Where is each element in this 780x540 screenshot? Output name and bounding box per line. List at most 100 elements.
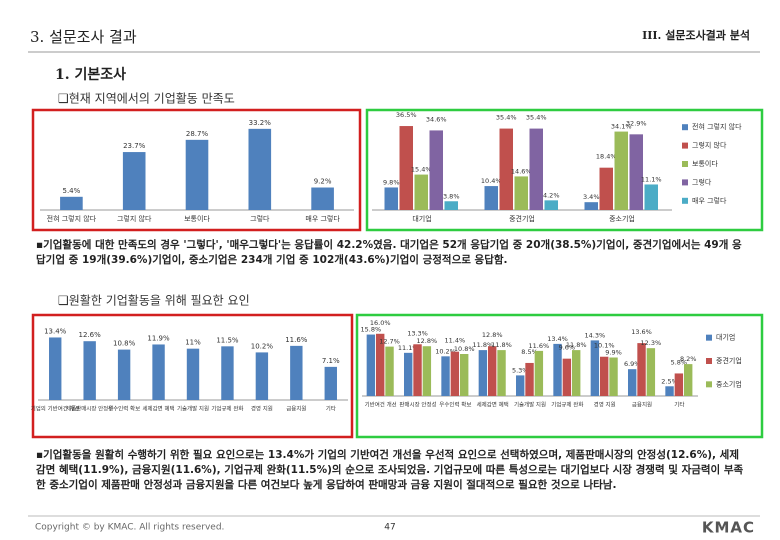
bar (413, 344, 422, 396)
value-label: 11.4% (445, 337, 466, 345)
category-label: 제품판매시장 안정성 (66, 405, 113, 413)
value-label: 12.7% (379, 338, 400, 346)
logo: KMAC (702, 519, 755, 537)
value-label: 14.6% (511, 167, 532, 175)
category-label: 세제감면 혜택 (143, 405, 175, 413)
value-label: 8.5% (521, 348, 538, 356)
value-label: 10.8% (454, 345, 475, 353)
value-label: 28.7% (186, 130, 209, 138)
value-label: 11.6% (529, 342, 550, 350)
page-number: 47 (384, 523, 395, 533)
value-label: 9.9% (605, 349, 622, 357)
bar (553, 343, 562, 396)
value-label: 10.8% (113, 340, 136, 348)
bar (497, 350, 506, 396)
bar (572, 350, 581, 396)
legend-swatch (706, 358, 712, 364)
bar (590, 340, 600, 396)
category-label: 중소기업 (609, 214, 635, 223)
value-label: 13.4% (44, 327, 67, 335)
category-label: 그렇다 (250, 214, 270, 223)
category-label: 기업규제 완화 (551, 401, 583, 409)
bar (414, 174, 428, 210)
legend-label: 대기업 (716, 333, 735, 342)
bar (422, 346, 432, 396)
bar (444, 201, 458, 210)
bar (525, 362, 534, 396)
category-label: 보통이다 (184, 214, 210, 223)
value-label: 14.3% (585, 331, 606, 339)
bar (221, 346, 234, 400)
category-label: 매우 그렇다 (305, 214, 340, 223)
bar (516, 375, 525, 396)
value-label: 3.4% (583, 193, 600, 201)
category-label: 대기업 (412, 214, 431, 223)
chart-frame (355, 313, 764, 439)
bar (186, 348, 200, 400)
value-label: 10.2% (435, 347, 456, 355)
bar (644, 184, 658, 210)
value-label: 36.5% (396, 111, 417, 119)
bar (544, 200, 558, 210)
bar (514, 176, 528, 210)
legend-swatch (706, 334, 712, 341)
bar (185, 139, 209, 210)
category-label: 금융지원 (632, 401, 652, 409)
bar (399, 126, 413, 210)
category-label: 기술개발 지원 (514, 401, 546, 409)
value-label: 9.2% (314, 178, 332, 186)
legend-swatch (682, 142, 688, 149)
legend-swatch (682, 161, 688, 167)
bar (324, 366, 337, 400)
value-label: 12.6% (79, 331, 102, 339)
category-label: 세제감면 혜택 (477, 401, 509, 409)
category-label: 기업의 기반여건 개선 (31, 405, 80, 413)
value-label: 11.1% (398, 344, 419, 352)
value-label: 13.6% (631, 328, 652, 336)
bar (529, 128, 543, 210)
bar (484, 186, 498, 210)
value-label: 10.4% (481, 177, 502, 185)
bar (628, 369, 637, 396)
bar (499, 128, 513, 210)
bar (255, 352, 269, 400)
chart-frame (31, 313, 354, 439)
value-label: 12.3% (641, 339, 662, 347)
category-label: 경영 지원 (251, 405, 273, 413)
bar (384, 187, 398, 210)
value-label: 12.8% (417, 337, 438, 345)
chart-frame (31, 108, 362, 232)
value-label: 5.4% (63, 187, 81, 195)
bar (404, 352, 413, 396)
bar (83, 341, 96, 400)
legend-label: 그렇다 (692, 177, 712, 186)
bar (600, 356, 609, 396)
value-label: 9.6% (559, 344, 576, 352)
bar (646, 348, 656, 396)
legend-label: 그렇지 않다 (692, 141, 727, 150)
value-label: 10.1% (594, 342, 615, 350)
bar (584, 202, 598, 210)
category-label: 기술개발 지원 (177, 405, 209, 413)
value-label: 15.8% (361, 326, 382, 334)
category-label: 우수인력 확보 (439, 401, 471, 409)
bar (674, 373, 684, 396)
legend-swatch (682, 197, 688, 204)
legend-label: 매우 그렇다 (692, 196, 727, 205)
question-2: ❑원활한 기업활동을 위해 필요한 요인 (58, 294, 250, 308)
value-label: 32.9% (626, 119, 647, 127)
bar (152, 344, 165, 400)
bar (637, 343, 646, 396)
legend-label: 중소기업 (716, 379, 742, 388)
value-label: 18.4% (596, 153, 617, 161)
copyright: Copyright © by KMAC. All rights reserved… (35, 523, 224, 533)
value-label: 16.0% (370, 319, 391, 327)
bar (366, 334, 376, 396)
bar (441, 356, 450, 396)
value-label: 35.4% (526, 114, 547, 122)
value-label: 4.2% (543, 191, 560, 199)
value-label: 13.4% (547, 335, 568, 343)
bar (629, 134, 643, 210)
legend-label: 전혀 그렇지 않다 (692, 122, 742, 131)
